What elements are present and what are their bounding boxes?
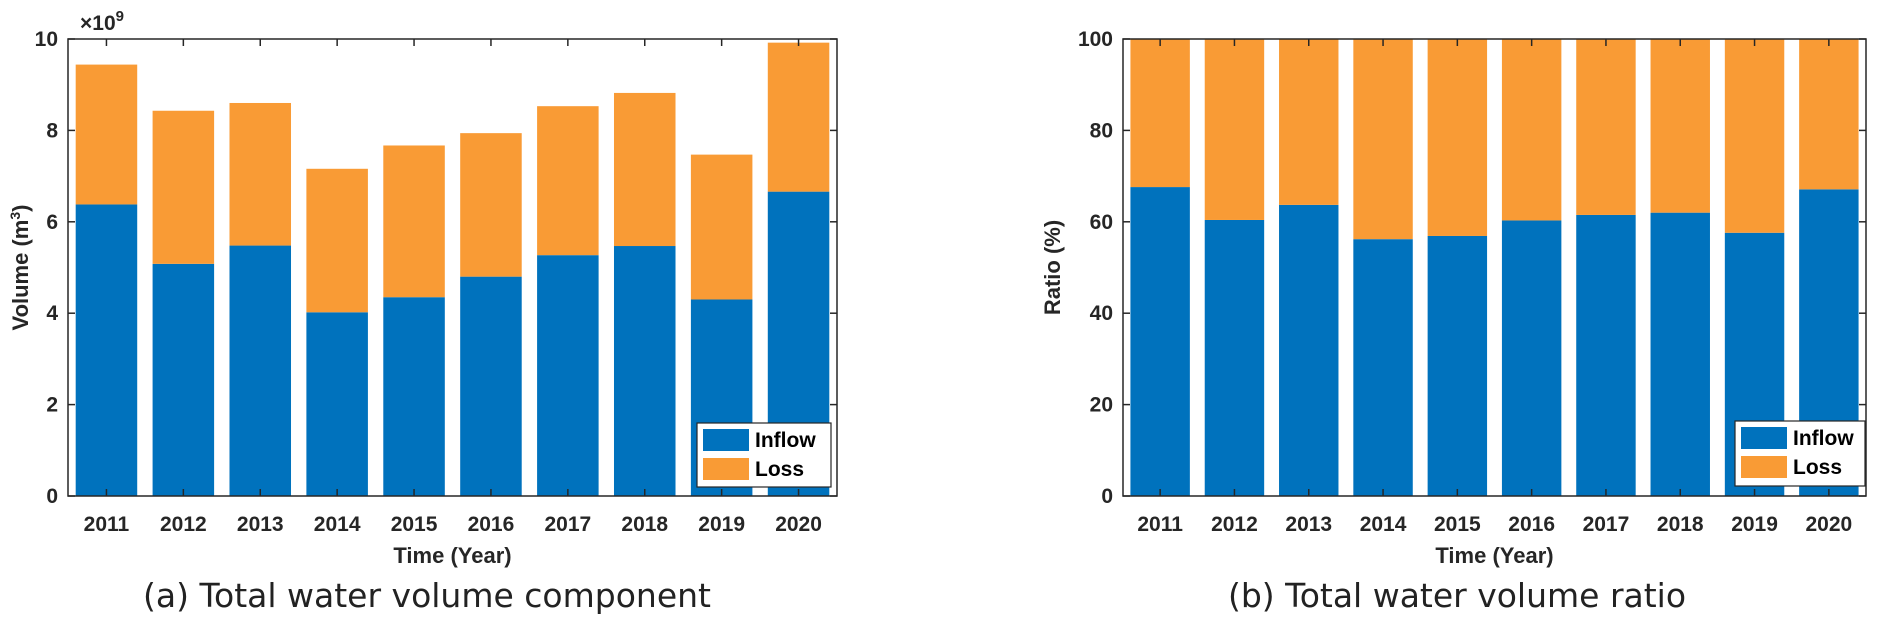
bar-loss-2017 bbox=[1576, 39, 1636, 215]
legend-label-loss: Loss bbox=[1793, 456, 1842, 479]
bar-loss-2013 bbox=[1279, 39, 1339, 205]
bar-loss-2011 bbox=[75, 64, 138, 205]
x-tick-label-2013: 2013 bbox=[237, 513, 284, 536]
y-tick-label: 0 bbox=[1101, 485, 1113, 508]
y-axis-title: Ratio (%) bbox=[1040, 220, 1065, 315]
y-exponent-power: 9 bbox=[116, 8, 124, 25]
bar-inflow-2017 bbox=[1576, 214, 1636, 496]
x-tick-label-2014: 2014 bbox=[1360, 513, 1407, 536]
bar-inflow-2014 bbox=[306, 312, 368, 496]
bar-inflow-2015 bbox=[1427, 235, 1488, 497]
bar-inflow-2013 bbox=[1279, 204, 1339, 497]
x-axis-title: Time (Year) bbox=[393, 543, 511, 568]
chart-panel-b: 0 20 40 60 80 100 2011 2012 2013 2014 2015 2016 2017… bbox=[1040, 28, 1867, 568]
y-tick-label: 80 bbox=[1090, 119, 1113, 142]
x-tick-label-2020: 2020 bbox=[1805, 513, 1852, 536]
x-tick-label-2014: 2014 bbox=[314, 513, 361, 536]
legend: Inflow Loss bbox=[696, 422, 832, 488]
x-tick-label-2016: 2016 bbox=[1508, 513, 1555, 536]
x-tick-label-2012: 2012 bbox=[160, 513, 207, 536]
bar-loss-2016 bbox=[460, 133, 522, 277]
y-tick-label: 6 bbox=[46, 211, 58, 234]
y-axis-title-superscript: 3 bbox=[7, 212, 23, 220]
y-tick-label: 100 bbox=[1078, 28, 1113, 51]
y-exponent-base: ×10 bbox=[80, 12, 116, 35]
bar-inflow-2012 bbox=[152, 263, 215, 496]
x-axis-title: Time (Year) bbox=[1435, 543, 1553, 568]
plot-frame bbox=[1122, 38, 1867, 497]
x-tick-label-2018: 2018 bbox=[621, 513, 668, 536]
bar-inflow-2017 bbox=[537, 255, 599, 496]
legend-label-loss: Loss bbox=[755, 458, 804, 481]
x-tick-label-2019: 2019 bbox=[1731, 513, 1778, 536]
x-tick-label-2018: 2018 bbox=[1657, 513, 1704, 536]
y-tick-label: 2 bbox=[46, 394, 58, 417]
legend-swatch-inflow bbox=[703, 429, 749, 451]
bar-inflow-2018 bbox=[1650, 212, 1710, 496]
y-exponent-label: ×109 bbox=[80, 8, 124, 35]
y-axis-title: Volume (m3) bbox=[7, 205, 33, 331]
bar-inflow-2011 bbox=[75, 204, 138, 496]
x-tick-label-2016: 2016 bbox=[468, 513, 515, 536]
x-tick-label-2019: 2019 bbox=[698, 513, 745, 536]
x-tick-label-2012: 2012 bbox=[1211, 513, 1258, 536]
x-tick-label-2015: 2015 bbox=[1434, 513, 1481, 536]
bar-loss-2012 bbox=[1204, 39, 1265, 220]
legend-swatch-loss bbox=[1741, 456, 1787, 478]
x-tick-label-2015: 2015 bbox=[391, 513, 438, 536]
figure-caption-a: (a) Total water volume component bbox=[143, 576, 711, 615]
x-tick-label-2017: 2017 bbox=[544, 513, 591, 536]
bar-inflow-2015 bbox=[383, 297, 445, 496]
bar-loss-2017 bbox=[537, 106, 599, 256]
bar-loss-2012 bbox=[152, 110, 215, 264]
bar-inflow-2011 bbox=[1130, 187, 1190, 496]
y-tick-label: 10 bbox=[35, 28, 58, 51]
x-tick-label-2020: 2020 bbox=[775, 513, 822, 536]
x-tick-label-2013: 2013 bbox=[1285, 513, 1332, 536]
bar-loss-2018 bbox=[1650, 39, 1710, 213]
bar-inflow-2016 bbox=[460, 276, 522, 496]
legend-swatch-loss bbox=[703, 458, 749, 480]
x-tick-label-2017: 2017 bbox=[1583, 513, 1630, 536]
x-tick-label-2011: 2011 bbox=[84, 513, 130, 536]
bar-loss-2019 bbox=[690, 154, 753, 300]
bar-loss-2019 bbox=[1724, 39, 1785, 233]
figure-caption-b: (b) Total water volume ratio bbox=[1228, 576, 1686, 615]
chart-panel-a: 0 2 4 6 8 10 2011 2012 2013 2014 2015 2016 2017 2018 2… bbox=[7, 8, 838, 568]
bar-inflow-2013 bbox=[229, 245, 292, 496]
y-axis-title-end: ) bbox=[8, 205, 33, 212]
bar-loss-2011 bbox=[1130, 39, 1190, 188]
y-tick-label: 40 bbox=[1090, 302, 1113, 325]
y-axis-title-text: Volume (m bbox=[8, 220, 33, 331]
bar-inflow-2018 bbox=[613, 246, 676, 496]
bar-loss-2015 bbox=[383, 145, 445, 298]
bar-loss-2016 bbox=[1501, 39, 1562, 221]
y-tick-label: 8 bbox=[46, 119, 58, 142]
bar-loss-2020 bbox=[1799, 39, 1859, 190]
y-tick-label: 60 bbox=[1090, 211, 1113, 234]
x-tick-label-2011: 2011 bbox=[1137, 513, 1183, 536]
y-tick-label: 4 bbox=[46, 302, 58, 325]
legend-label-inflow: Inflow bbox=[1793, 427, 1854, 450]
y-tick-label: 20 bbox=[1090, 394, 1113, 417]
bar-loss-2018 bbox=[613, 92, 676, 247]
bar-inflow-2014 bbox=[1353, 239, 1413, 496]
bar-loss-2014 bbox=[306, 168, 368, 313]
legend-label-inflow: Inflow bbox=[755, 429, 816, 452]
plot-frame bbox=[67, 38, 838, 497]
legend-swatch-inflow bbox=[1741, 427, 1787, 449]
bar-inflow-2012 bbox=[1204, 219, 1265, 497]
bar-loss-2015 bbox=[1427, 39, 1488, 236]
bar-loss-2014 bbox=[1353, 39, 1413, 240]
y-tick-label: 0 bbox=[46, 485, 58, 508]
legend: Inflow Loss bbox=[1734, 420, 1866, 487]
bar-inflow-2016 bbox=[1501, 220, 1562, 496]
bar-loss-2013 bbox=[229, 102, 292, 246]
bar-loss-2020 bbox=[767, 42, 830, 192]
y-axis-title-text: Ratio (%) bbox=[1040, 220, 1065, 315]
